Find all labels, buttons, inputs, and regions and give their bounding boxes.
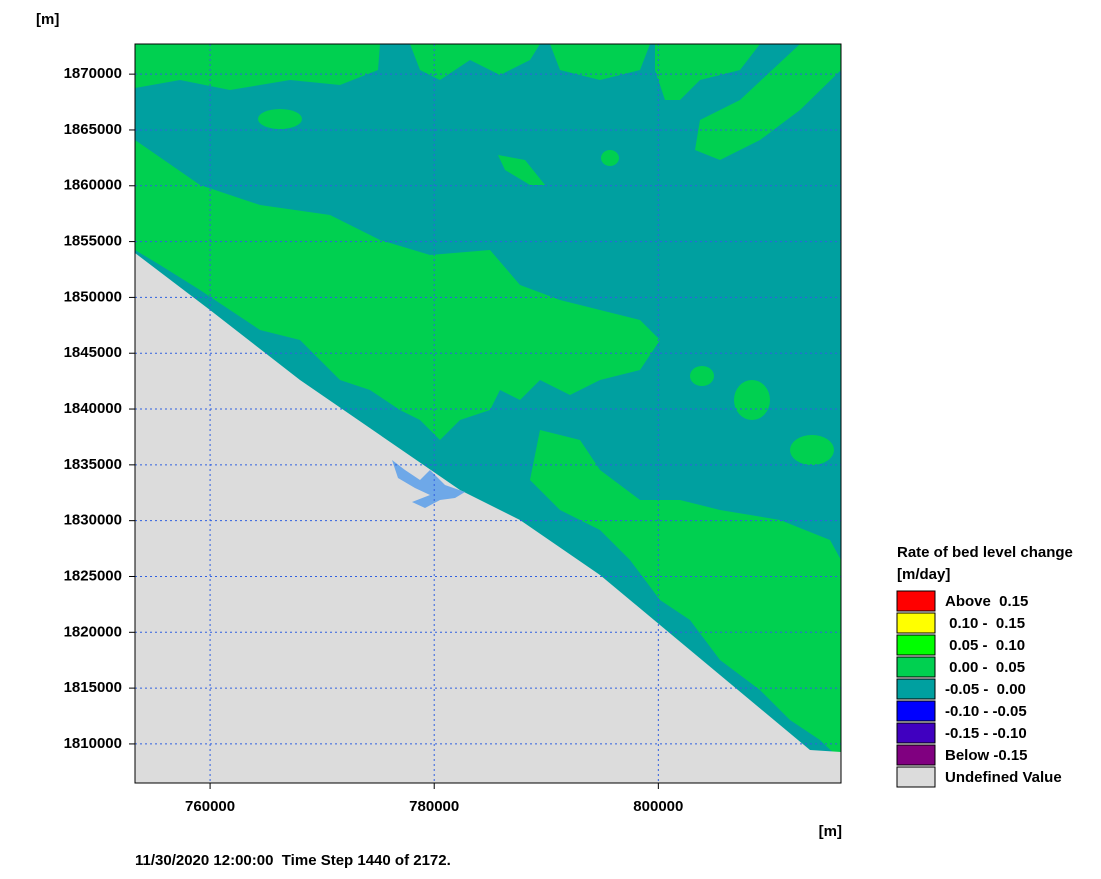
legend-label: Above 0.15: [945, 593, 1028, 610]
green-area: [530, 430, 841, 760]
legend-label: -0.15 - -0.10: [945, 725, 1027, 742]
legend-label: -0.05 - 0.00: [945, 681, 1026, 698]
legend-swatch: [896, 700, 936, 722]
y-tick-label: 1855000: [64, 233, 122, 250]
y-tick-label: 1860000: [64, 177, 122, 194]
legend-swatch: [896, 634, 936, 656]
legend-title: Rate of bed level change: [897, 544, 1073, 561]
legend-label: Undefined Value: [945, 769, 1062, 786]
y-tick-label: 1835000: [64, 456, 122, 473]
green-area: [410, 44, 540, 80]
legend-swatch: [896, 590, 936, 612]
footer: 11/30/2020 12:00:00 Time Step 1440 of 21…: [135, 852, 451, 869]
green-area: [655, 44, 760, 100]
legend-swatch: [896, 656, 936, 678]
land: [135, 253, 841, 783]
green-area: [790, 435, 834, 465]
green-area: [601, 150, 619, 166]
y-tick-label: 1870000: [64, 65, 122, 82]
green-area: [695, 44, 841, 160]
legend-swatch: [896, 766, 936, 788]
green-area: [135, 44, 380, 90]
green-area: [258, 109, 302, 129]
green-area: [135, 140, 660, 440]
grid: [135, 44, 841, 783]
legend-label: 0.05 - 0.10: [945, 637, 1025, 654]
y-tick-label: 1820000: [64, 623, 122, 640]
legend-label: 0.00 - 0.05: [945, 659, 1025, 676]
x-tick-label: 760000: [185, 798, 235, 815]
y-tick-label: 1810000: [64, 735, 122, 752]
legend-label: Below -0.15: [945, 747, 1028, 764]
legend-label: -0.10 - -0.05: [945, 703, 1027, 720]
legend-swatch: [896, 722, 936, 744]
legend-label: 0.10 - 0.15: [945, 615, 1025, 632]
y-tick-label: 1865000: [64, 121, 122, 138]
x-unit: [m]: [819, 823, 842, 840]
y-tick-label: 1840000: [64, 400, 122, 417]
green-area: [498, 155, 545, 185]
x-tick-label: 800000: [633, 798, 683, 815]
green-area: [734, 380, 770, 420]
legend-swatch: [896, 612, 936, 634]
legend-swatch: [896, 744, 936, 766]
y-unit: [m]: [36, 11, 59, 28]
y-tick-label: 1845000: [64, 344, 122, 361]
legend-unit: [m/day]: [897, 566, 950, 583]
plot-frame: [134, 43, 842, 784]
y-tick-label: 1850000: [64, 288, 122, 305]
y-tick-label: 1815000: [64, 679, 122, 696]
green-area: [550, 44, 650, 80]
map: [135, 44, 841, 783]
legend-swatch: [896, 678, 936, 700]
y-tick-label: 1825000: [64, 567, 122, 584]
y-tick-label: 1830000: [64, 512, 122, 529]
lake: [392, 460, 465, 508]
x-tick-label: 780000: [409, 798, 459, 815]
green-area: [690, 366, 714, 386]
